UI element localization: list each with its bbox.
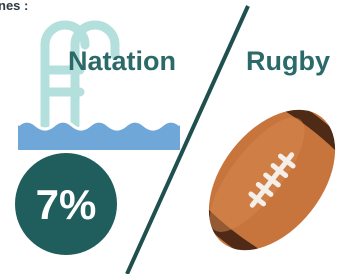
infographic: nes : Natation 7% Rugby <box>0 0 351 274</box>
item-label: Natation <box>68 46 176 76</box>
header-title: nes : <box>0 0 28 13</box>
page: nes : Natation 7% Rugby (() <box>0 0 351 274</box>
item-label: Rugby <box>246 46 330 76</box>
item-value: 7% <box>36 181 97 228</box>
